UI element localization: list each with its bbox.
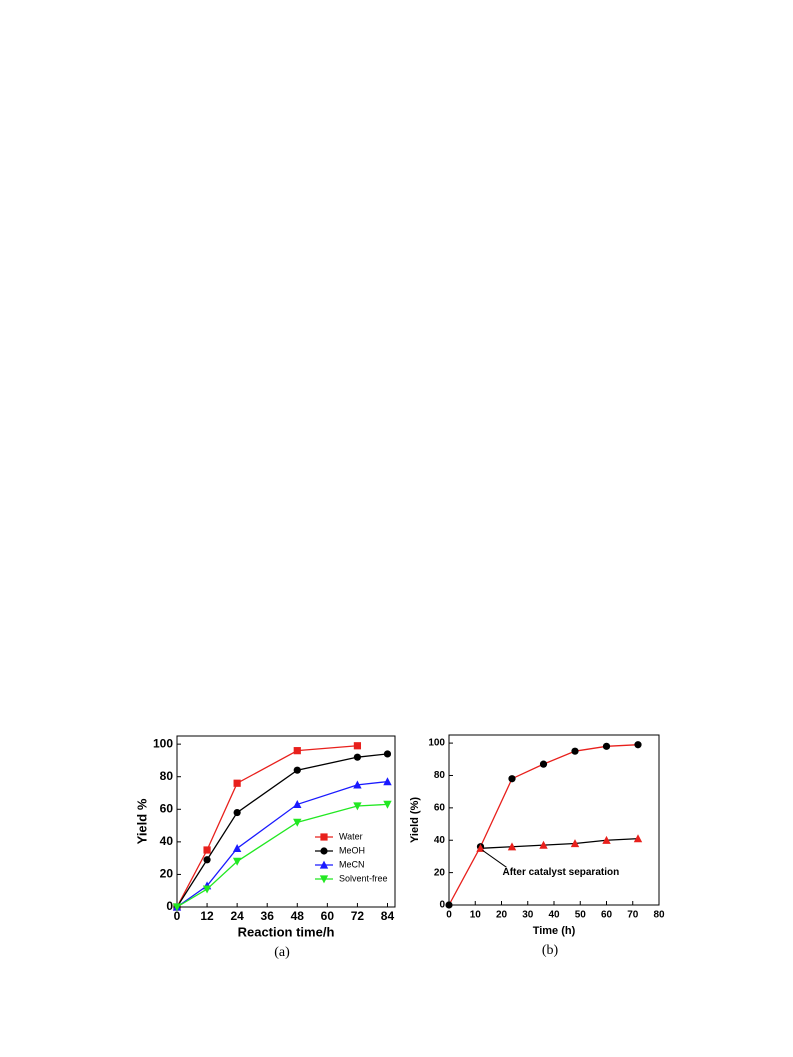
y-tick-label: 40 xyxy=(160,834,174,848)
marker xyxy=(172,903,182,912)
x-axis-label: Reaction time/h xyxy=(238,924,335,939)
x-tick-label: 60 xyxy=(601,910,613,921)
y-tick-label: 80 xyxy=(160,769,174,783)
y-tick-label: 20 xyxy=(434,867,446,878)
series-line xyxy=(448,744,639,906)
x-tick-label: 70 xyxy=(627,910,639,921)
marker xyxy=(353,753,362,761)
marker xyxy=(232,857,242,866)
legend-label: Water xyxy=(339,831,363,841)
marker xyxy=(202,885,212,894)
legend-label: MeOH xyxy=(339,845,365,855)
marker xyxy=(602,742,611,750)
y-tick-label: 100 xyxy=(428,738,445,749)
x-tick-label: 12 xyxy=(200,909,214,923)
x-tick-label: 60 xyxy=(321,909,335,923)
marker xyxy=(203,856,211,864)
x-tick-label: 20 xyxy=(496,910,508,921)
marker xyxy=(293,818,302,827)
marker xyxy=(353,780,362,789)
y-tick-label: 20 xyxy=(160,867,174,881)
marker xyxy=(445,901,453,909)
legend-marker xyxy=(320,833,328,841)
marker xyxy=(508,775,516,783)
x-tick-label: 30 xyxy=(522,910,534,921)
y-tick-label: 0 xyxy=(439,900,445,911)
x-tick-label: 84 xyxy=(381,909,395,923)
marker xyxy=(233,779,241,787)
caption: (a) xyxy=(274,945,290,960)
x-tick-label: 80 xyxy=(653,910,665,921)
marker xyxy=(233,808,241,817)
annotation-arrow xyxy=(482,849,507,868)
series-line xyxy=(176,780,388,908)
series-line xyxy=(176,803,388,908)
marker xyxy=(293,766,301,774)
marker xyxy=(353,802,362,811)
x-tick-label: 72 xyxy=(351,909,365,923)
marker xyxy=(539,760,548,768)
marker xyxy=(602,835,611,844)
x-tick-label: 24 xyxy=(230,909,244,923)
series-line xyxy=(480,837,639,849)
x-tick-label: 10 xyxy=(470,910,482,921)
legend-marker xyxy=(319,875,329,884)
caption: (b) xyxy=(542,943,559,958)
marker xyxy=(353,742,362,750)
marker xyxy=(571,747,579,755)
marker xyxy=(634,741,642,749)
y-tick-label: 60 xyxy=(434,802,446,813)
x-tick-label: 0 xyxy=(446,910,452,921)
marker xyxy=(633,834,643,843)
legend-label: Solvent-free xyxy=(339,873,388,883)
x-tick-label: 50 xyxy=(575,910,587,921)
legend-marker xyxy=(319,860,329,869)
marker xyxy=(203,846,211,854)
marker xyxy=(570,839,580,848)
y-tick-label: 80 xyxy=(434,770,446,781)
y-axis-label: Yield % xyxy=(134,798,149,844)
y-tick-label: 40 xyxy=(434,835,446,846)
marker xyxy=(539,840,548,849)
legend-label: MeCN xyxy=(339,859,365,869)
marker xyxy=(293,800,302,808)
y-tick-label: 0 xyxy=(166,899,173,913)
marker xyxy=(383,800,392,809)
marker xyxy=(476,843,485,852)
legend-marker xyxy=(320,847,328,855)
marker xyxy=(507,842,517,851)
marker xyxy=(383,777,392,786)
x-tick-label: 36 xyxy=(261,909,275,923)
plot-frame xyxy=(176,735,396,908)
marker xyxy=(383,750,392,758)
x-axis-label: Time (h) xyxy=(533,925,576,937)
marker xyxy=(293,747,301,755)
marker xyxy=(232,843,242,852)
x-tick-label: 40 xyxy=(548,910,560,921)
y-axis-label: Yield (%) xyxy=(409,797,421,843)
series-line xyxy=(176,753,388,908)
y-tick-label: 100 xyxy=(153,736,173,750)
annotation: After catalyst separation xyxy=(503,867,620,878)
y-tick-label: 60 xyxy=(160,801,174,815)
x-tick-label: 0 xyxy=(174,909,181,923)
x-tick-label: 48 xyxy=(291,909,305,923)
